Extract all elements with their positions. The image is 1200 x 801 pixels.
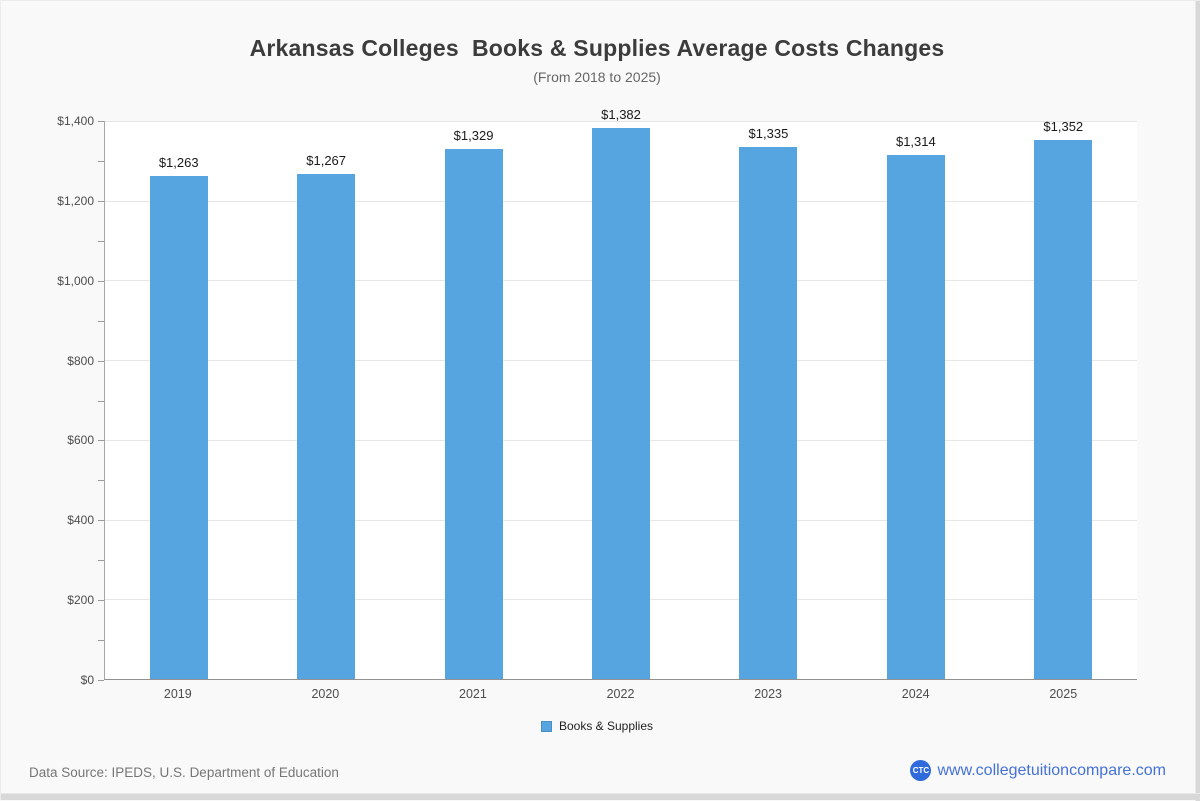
- x-tick-label: 2022: [606, 687, 635, 701]
- bar-group: $1,263: [149, 155, 208, 679]
- y-tick-label: $1,400: [57, 114, 94, 128]
- chart-subtitle: (From 2018 to 2025): [533, 69, 661, 85]
- bar-group: $1,329: [444, 128, 503, 679]
- x-tick-label: 2019: [163, 687, 192, 701]
- horizontal-scrollbar-track[interactable]: [1, 793, 1200, 800]
- bar-value-label: $1,329: [453, 128, 494, 144]
- y-tick-label: $800: [67, 353, 94, 368]
- bar-2019[interactable]: [149, 175, 208, 679]
- bar-2024[interactable]: [886, 155, 945, 679]
- y-axis-tick: [98, 640, 104, 642]
- y-axis-tick: [98, 160, 104, 162]
- x-tick-label: 2021: [459, 687, 487, 701]
- y-axis-tick: [98, 520, 104, 522]
- y-axis-tick: [98, 400, 104, 402]
- y-axis-tick: [98, 121, 104, 122]
- data-source-text: Data Source: IPEDS, U.S. Department of E…: [29, 765, 339, 780]
- y-axis-tick: [98, 480, 104, 482]
- y-axis-tick: [98, 240, 104, 242]
- x-tick-label: 2025: [1049, 687, 1078, 701]
- y-axis-tick: [98, 200, 104, 202]
- vertical-scrollbar-track[interactable]: [1195, 1, 1200, 801]
- bar-group: $1,335: [739, 126, 798, 679]
- bar-value-label: $1,263: [158, 154, 199, 170]
- x-tick-label: 2023: [754, 687, 782, 701]
- bar-2022[interactable]: [592, 128, 650, 679]
- y-axis-tick: [98, 680, 104, 681]
- bar-value-label: $1,352: [1043, 119, 1084, 135]
- bar-value-label: $1,382: [601, 107, 641, 123]
- y-tick-label: $1,200: [57, 193, 94, 208]
- legend[interactable]: Books & Supplies: [1, 719, 1193, 733]
- bar-group: $1,382: [592, 107, 650, 679]
- brand-link[interactable]: CTC www.collegetuitioncompare.com: [910, 760, 1166, 781]
- x-tick-label: 2024: [901, 687, 930, 701]
- bar-group: $1,352: [1034, 119, 1093, 679]
- y-axis-tick: [98, 320, 104, 322]
- bar-value-label: $1,314: [895, 134, 936, 150]
- y-axis-tick: [98, 280, 104, 282]
- bar-group: $1,267: [297, 153, 356, 679]
- ctc-logo-icon: CTC: [910, 760, 932, 781]
- bar-value-label: $1,335: [748, 125, 789, 141]
- bar-2021[interactable]: [444, 149, 503, 679]
- y-tick-label: $1,000: [57, 273, 94, 288]
- y-tick-label: $400: [67, 513, 94, 528]
- x-axis-labels: 2019 2020 2021 2022 2023 2024 2025: [104, 687, 1137, 701]
- bar-group: $1,314: [886, 134, 945, 679]
- y-axis-tick: [98, 600, 104, 602]
- y-axis-labels: $1,400 $1,200 $1,000 $800 $600 $400 $200 $0: [1, 114, 94, 687]
- legend-swatch-icon: [540, 720, 552, 732]
- bar-2023[interactable]: [739, 146, 798, 679]
- y-tick-label: $200: [67, 593, 94, 608]
- website-link[interactable]: www.collegetuitioncompare.com: [937, 761, 1166, 779]
- y-tick-label: $600: [67, 433, 94, 448]
- x-tick-label: 2020: [311, 687, 340, 701]
- legend-label: Books & Supplies: [558, 719, 654, 733]
- y-axis-tick: [98, 440, 104, 442]
- bar-value-label: $1,267: [306, 153, 347, 169]
- y-axis-tick: [98, 360, 104, 362]
- plot-area: $1,263 $1,267 $1,329 $1,382 $1,335 $1,314 $1,3…: [104, 107, 1137, 680]
- y-axis-tick: [98, 560, 104, 562]
- gridline: [105, 121, 1137, 122]
- chart-title: Arkansas Colleges Books & Supplies Avera…: [249, 35, 945, 61]
- bar-2025[interactable]: [1034, 140, 1093, 679]
- bar-2020[interactable]: [297, 174, 356, 679]
- y-tick-label: $0: [80, 673, 94, 687]
